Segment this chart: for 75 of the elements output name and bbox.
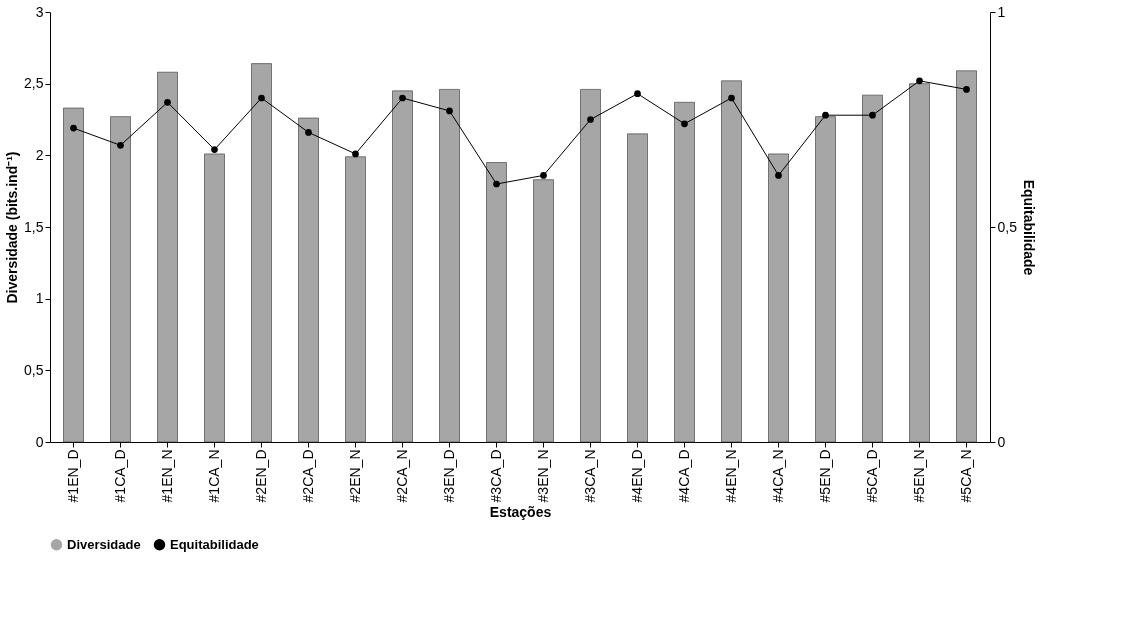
x-tick-label: #4CA_N (769, 449, 786, 503)
point (681, 120, 688, 128)
y-tick-label: 0 (35, 433, 44, 450)
x-tick-label: #3CA_N (581, 449, 598, 503)
point (258, 94, 265, 102)
bar (674, 102, 695, 443)
y-tick-label: 2,5 (24, 75, 44, 92)
x-tick-label: #2EN_N (346, 449, 363, 503)
point (117, 141, 124, 149)
y-tick-label: 2 (35, 146, 44, 163)
x-tick-label: #5EN_D (816, 449, 833, 503)
x-tick-label: #5EN_N (910, 449, 927, 503)
point (728, 94, 735, 102)
point (399, 94, 406, 102)
bar (251, 63, 272, 443)
bar (580, 89, 601, 443)
bar (909, 83, 930, 443)
point (70, 124, 77, 132)
x-tick-label: #4EN_N (722, 449, 739, 503)
x-tick-label: #2CA_D (299, 449, 316, 503)
bar (392, 90, 413, 443)
x-axis-title: Estações (489, 504, 552, 521)
point (211, 146, 218, 153)
x-tick-label: #1EN_D (64, 449, 81, 503)
bar (627, 133, 648, 443)
y2-tick-label: 1 (997, 3, 1006, 20)
bar (486, 162, 507, 443)
x-tick-label: #1EN_N (158, 449, 175, 503)
x-tick-label: #2CA_N (393, 449, 410, 503)
y-tick-label: 1 (35, 290, 44, 307)
point (587, 116, 594, 123)
point (869, 111, 876, 119)
x-tick-label: #4EN_D (628, 449, 645, 503)
x-tick-label: #3CA_D (487, 449, 504, 503)
bar (533, 179, 554, 443)
point (540, 172, 547, 179)
x-tick-label: #2EN_D (252, 449, 269, 503)
point (305, 129, 312, 136)
y2-axis-title: Equitabilidade (1020, 179, 1037, 276)
point (446, 107, 453, 115)
bar (157, 71, 178, 443)
point (775, 172, 782, 179)
y-tick-label: 1,5 (24, 218, 44, 235)
bar (298, 117, 319, 443)
bar (862, 94, 883, 443)
point (963, 86, 970, 93)
bar (110, 116, 131, 443)
bar (439, 89, 460, 443)
point (634, 90, 641, 98)
y2-tick-label: 0 (997, 433, 1006, 450)
point (916, 77, 923, 85)
x-tick-label: #4CA_D (675, 449, 692, 503)
x-tick-label: #5CA_N (957, 449, 974, 503)
legend-label: Equitabilidade (170, 536, 259, 552)
bar (721, 80, 742, 443)
point (822, 111, 829, 119)
x-tick-label: #1CA_N (205, 449, 222, 503)
x-tick-label: #3EN_N (534, 449, 551, 503)
bar (63, 107, 84, 443)
legend-label: Diversidade (67, 536, 141, 552)
y-axis-title: Diversidade (bits.ind⁻¹) (4, 151, 21, 304)
bar (345, 156, 366, 443)
point (352, 150, 359, 158)
bar (204, 153, 225, 443)
x-tick-label: #1CA_D (111, 449, 128, 503)
point (164, 98, 171, 106)
bar (768, 153, 789, 443)
point (493, 180, 500, 188)
bar (815, 116, 836, 443)
y-tick-label: 0,5 (24, 361, 44, 378)
y-tick-label: 3 (35, 3, 44, 20)
x-tick-label: #3EN_D (440, 449, 457, 503)
bar (956, 70, 977, 443)
x-tick-label: #5CA_D (863, 449, 880, 503)
y2-tick-label: 0,5 (997, 218, 1018, 235)
